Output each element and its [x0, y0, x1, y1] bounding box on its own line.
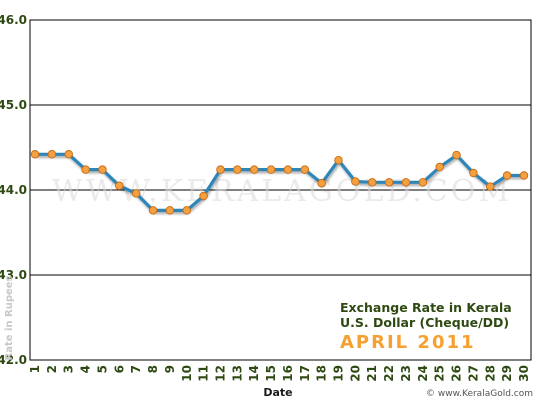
- data-point: [486, 182, 495, 191]
- data-point: [266, 165, 276, 174]
- chart-subtitle: U.S. Dollar (Cheque/DD): [340, 315, 509, 330]
- x-axis-label: Date: [263, 386, 292, 399]
- series: [30, 150, 529, 215]
- x-tick-label: 10: [180, 365, 194, 382]
- data-point: [216, 165, 225, 174]
- y-axis-ticks: 42.0 43.0 44.0 45.0 46.0: [0, 13, 27, 367]
- data-point: [435, 162, 444, 172]
- data-point: [502, 171, 512, 180]
- data-point: [452, 150, 461, 160]
- x-tick-label: 5: [95, 365, 109, 373]
- x-tick-label: 27: [466, 365, 480, 382]
- data-point: [283, 165, 293, 174]
- data-point: [418, 178, 428, 187]
- data-point: [98, 165, 107, 174]
- x-tick-label: 20: [348, 365, 362, 382]
- data-point: [317, 178, 326, 188]
- data-point: [300, 165, 310, 174]
- data-point: [519, 171, 529, 180]
- data-point: [199, 191, 208, 201]
- data-point: [47, 150, 57, 159]
- x-tick-label: 17: [298, 365, 312, 382]
- x-tick-label: 14: [247, 365, 261, 382]
- x-tick-label: 15: [264, 365, 278, 382]
- data-point: [351, 177, 360, 186]
- x-axis-ticks: 1 2 3 4 5 6 7 8 9 10 11 12 13 14 15 16 17 18 19 20 21 22 23 24 2…: [28, 365, 531, 382]
- chart-period: APRIL 2011: [340, 332, 476, 353]
- chart-title: Exchange Rate in Kerala: [340, 300, 512, 315]
- x-tick-label: 8: [146, 365, 160, 373]
- x-tick-label: 28: [483, 365, 497, 382]
- data-point: [148, 206, 158, 215]
- credit-text: © www.KeralaGold.com: [426, 389, 533, 399]
- x-tick-label: 6: [112, 365, 126, 373]
- x-tick-label: 26: [450, 365, 464, 382]
- x-tick-label: 29: [500, 365, 514, 382]
- x-tick-label: 30: [517, 365, 531, 382]
- x-tick-label: 1: [28, 365, 42, 373]
- data-point: [131, 189, 141, 198]
- x-tick-label: 13: [230, 365, 244, 382]
- y-tick-label: 42.0: [0, 353, 27, 367]
- data-point: [367, 178, 377, 187]
- x-tick-label: 16: [281, 365, 295, 382]
- x-tick-label: 9: [163, 365, 177, 373]
- x-tick-label: 3: [62, 365, 76, 373]
- x-tick-label: 7: [129, 365, 143, 373]
- data-point: [249, 165, 259, 174]
- x-tick-label: 18: [315, 365, 329, 382]
- data-point: [165, 206, 175, 215]
- x-tick-label: 12: [214, 365, 228, 382]
- x-tick-label: 21: [365, 365, 379, 382]
- x-tick-label: 23: [399, 365, 413, 382]
- y-tick-label: 44.0: [0, 183, 27, 197]
- y-tick-label: 46.0: [0, 13, 27, 27]
- x-tick-label: 11: [197, 365, 211, 382]
- y-axis-label: Rate in Rupees: [4, 275, 15, 360]
- x-tick-label: 25: [433, 365, 447, 382]
- watermark: WWW.KERALAGOLD.COM: [52, 174, 512, 209]
- data-point: [384, 178, 394, 187]
- x-tick-label: 22: [382, 365, 396, 382]
- data-point: [81, 165, 90, 174]
- data-point: [182, 206, 192, 215]
- data-point: [401, 178, 411, 187]
- y-tick-label: 45.0: [0, 98, 27, 112]
- y-tick-label: 43.0: [0, 268, 27, 282]
- data-point: [334, 155, 343, 165]
- gridlines: [30, 104, 531, 276]
- data-point: [64, 150, 73, 159]
- data-point: [469, 168, 478, 178]
- x-tick-label: 2: [45, 365, 59, 373]
- x-tick-label: 4: [79, 365, 93, 373]
- x-tick-label: 19: [332, 365, 346, 382]
- data-point: [115, 181, 124, 190]
- x-tick-label: 24: [416, 365, 430, 382]
- data-point: [30, 150, 40, 159]
- data-point: [233, 165, 242, 174]
